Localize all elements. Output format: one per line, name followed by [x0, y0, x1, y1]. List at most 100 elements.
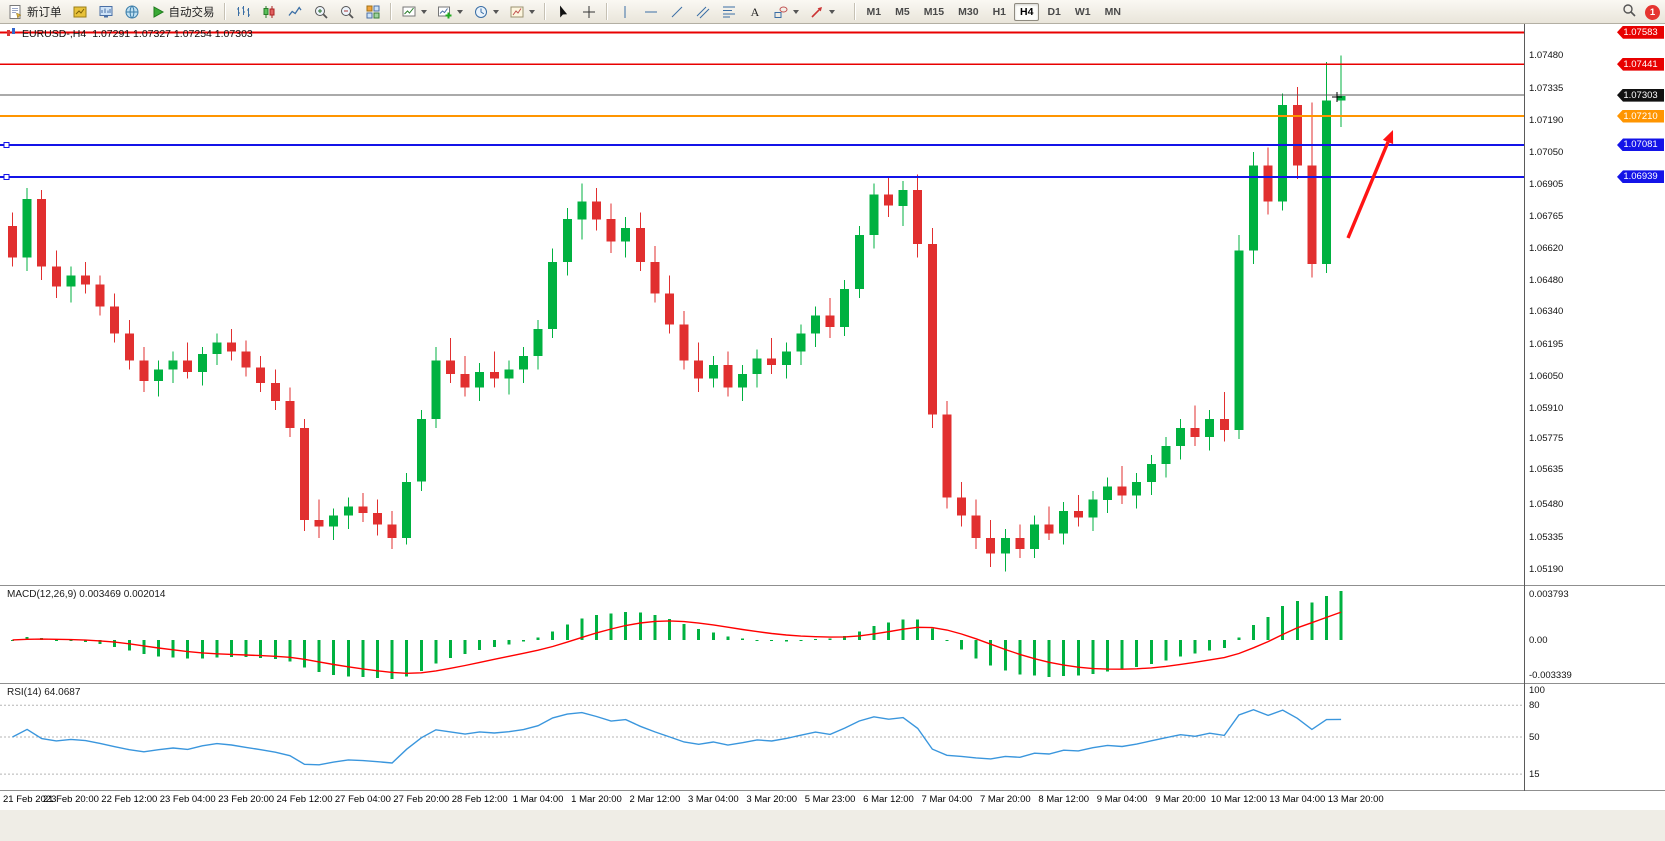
dropdown-caret-icon: [792, 9, 799, 14]
separator: [543, 3, 546, 20]
price-tick-label: 1.06765: [1529, 210, 1564, 222]
add-indicator-button[interactable]: [433, 1, 467, 23]
rsi-level-lines: [0, 704, 1524, 775]
price-tick-label: 1.05635: [1529, 464, 1564, 476]
channel-tool-button[interactable]: [691, 1, 715, 23]
new-order-icon: [8, 4, 24, 20]
dropdown-caret-icon: [492, 9, 499, 14]
svg-text:A: A: [750, 5, 759, 19]
separator: [223, 3, 226, 20]
price-line-tag: 1.06939: [1617, 170, 1664, 184]
dropdown-caret-icon: [528, 9, 535, 14]
rsi-axis-label: 15: [1529, 769, 1540, 781]
arrows-tool-button[interactable]: [805, 1, 839, 23]
macd-axis-label: 0.00: [1529, 634, 1548, 646]
timeframe-mn-button[interactable]: MN: [1104, 5, 1121, 18]
crosshair-tool-button[interactable]: [577, 1, 601, 23]
price-tick-label: 1.06050: [1529, 371, 1564, 383]
panel-separator[interactable]: [0, 683, 1665, 684]
quotes-button[interactable]: [68, 1, 92, 23]
price-tick-label: 1.07050: [1529, 146, 1564, 158]
shapes-tool-button[interactable]: [769, 1, 803, 23]
globe-icon: [124, 4, 140, 20]
separator: [605, 3, 608, 20]
text-tool-button[interactable]: A: [743, 1, 767, 23]
cursor-tool-button[interactable]: [551, 1, 575, 23]
fibonacci-tool-button[interactable]: [717, 1, 741, 23]
tile-windows-icon: [365, 4, 381, 20]
dropdown-caret-icon: [828, 9, 835, 14]
rsi-axis-label: 80: [1529, 700, 1540, 712]
price-tick-label: 1.06195: [1529, 338, 1564, 350]
macd-panel-canvas[interactable]: [0, 586, 1524, 683]
dropdown-caret-icon: [420, 9, 427, 14]
candlestick-chart-button[interactable]: [257, 1, 281, 23]
window-bottom-area: [0, 810, 1665, 841]
zoom-out-button[interactable]: [335, 1, 359, 23]
trendline-icon: [669, 4, 685, 20]
time-axis[interactable]: [0, 791, 1665, 810]
autotrade-button[interactable]: 自动交易: [146, 1, 219, 23]
horizontal-line-tool-button[interactable]: [639, 1, 663, 23]
timeframe-m5-button[interactable]: M5: [895, 5, 910, 18]
globe-button[interactable]: [120, 1, 144, 23]
horizontal-price-lines[interactable]: [0, 31, 1524, 180]
timeframe-m15-button[interactable]: M15: [923, 5, 945, 18]
price-tick-label: 1.05190: [1529, 564, 1564, 576]
vertical-line-tool-button[interactable]: [613, 1, 637, 23]
timeframe-m1-button[interactable]: M1: [866, 5, 882, 18]
price-line-tag: 1.07303: [1617, 88, 1664, 102]
new-order-button[interactable]: 新订单: [4, 1, 66, 23]
shapes-icon: [773, 4, 789, 20]
zoom-in-icon: [313, 4, 329, 20]
macd-axis-label: 0.003793: [1529, 589, 1569, 600]
line-chart-icon: [287, 4, 303, 20]
cycles-button[interactable]: [469, 1, 503, 23]
zoom-out-icon: [339, 4, 355, 20]
new-order-label: 新订单: [27, 6, 62, 19]
panel-separator[interactable]: [0, 585, 1665, 586]
template-icon: [509, 4, 525, 20]
text-icon: A: [747, 4, 763, 20]
bars-chart-button[interactable]: [231, 1, 255, 23]
price-tick-label: 1.05480: [1529, 499, 1564, 511]
separator: [389, 3, 392, 20]
indicator-window-button[interactable]: [397, 1, 431, 23]
zoom-in-button[interactable]: [309, 1, 333, 23]
autotrade-label: 自动交易: [168, 6, 215, 19]
price-line-tag: 1.07210: [1617, 109, 1664, 123]
timeframe-d1-button[interactable]: D1: [1047, 5, 1061, 18]
cursor-icon: [555, 4, 571, 20]
trend-arrow-annotation[interactable]: [1346, 130, 1394, 239]
macd-indicator-label: MACD(12,26,9) 0.003469 0.002014: [7, 589, 166, 600]
timeframe-m30-button[interactable]: M30: [958, 5, 979, 18]
chart-header: EURUSD-,H4 1.07291 1.07327 1.07254 1.073…: [7, 28, 253, 40]
template-button[interactable]: [505, 1, 539, 23]
fibonacci-icon: [721, 4, 737, 20]
macd-signal-line: [12, 611, 1342, 675]
cycles-clock-icon: [473, 4, 489, 20]
price-tick-label: 1.07190: [1529, 115, 1564, 127]
price-tick-label: 1.06905: [1529, 179, 1564, 191]
indicator-window-icon: [401, 4, 417, 20]
timeframe-h1-button[interactable]: H1: [992, 5, 1006, 18]
charts-button[interactable]: [94, 1, 118, 23]
main-chart-canvas[interactable]: [0, 24, 1524, 585]
channel-icon: [695, 4, 711, 20]
line-chart-button[interactable]: [283, 1, 307, 23]
timeframe-h4-button[interactable]: H4: [1014, 2, 1040, 21]
rsi-panel-canvas[interactable]: [0, 684, 1524, 790]
trendline-tool-button[interactable]: [665, 1, 689, 23]
quotes-icon: [72, 4, 88, 20]
dropdown-caret-icon: [456, 9, 463, 14]
search-icon[interactable]: [1621, 2, 1637, 23]
price-tick-label: 1.06620: [1529, 243, 1564, 255]
price-line-tag: 1.07441: [1617, 57, 1664, 71]
tile-windows-button[interactable]: [361, 1, 385, 23]
rsi-line: [12, 708, 1342, 766]
timeframe-w1-button[interactable]: W1: [1074, 5, 1091, 18]
price-tick-label: 1.05775: [1529, 433, 1564, 445]
crosshair-icon: [581, 4, 597, 20]
rsi-axis-label: 50: [1529, 732, 1540, 743]
notification-badge[interactable]: 1: [1645, 4, 1660, 20]
